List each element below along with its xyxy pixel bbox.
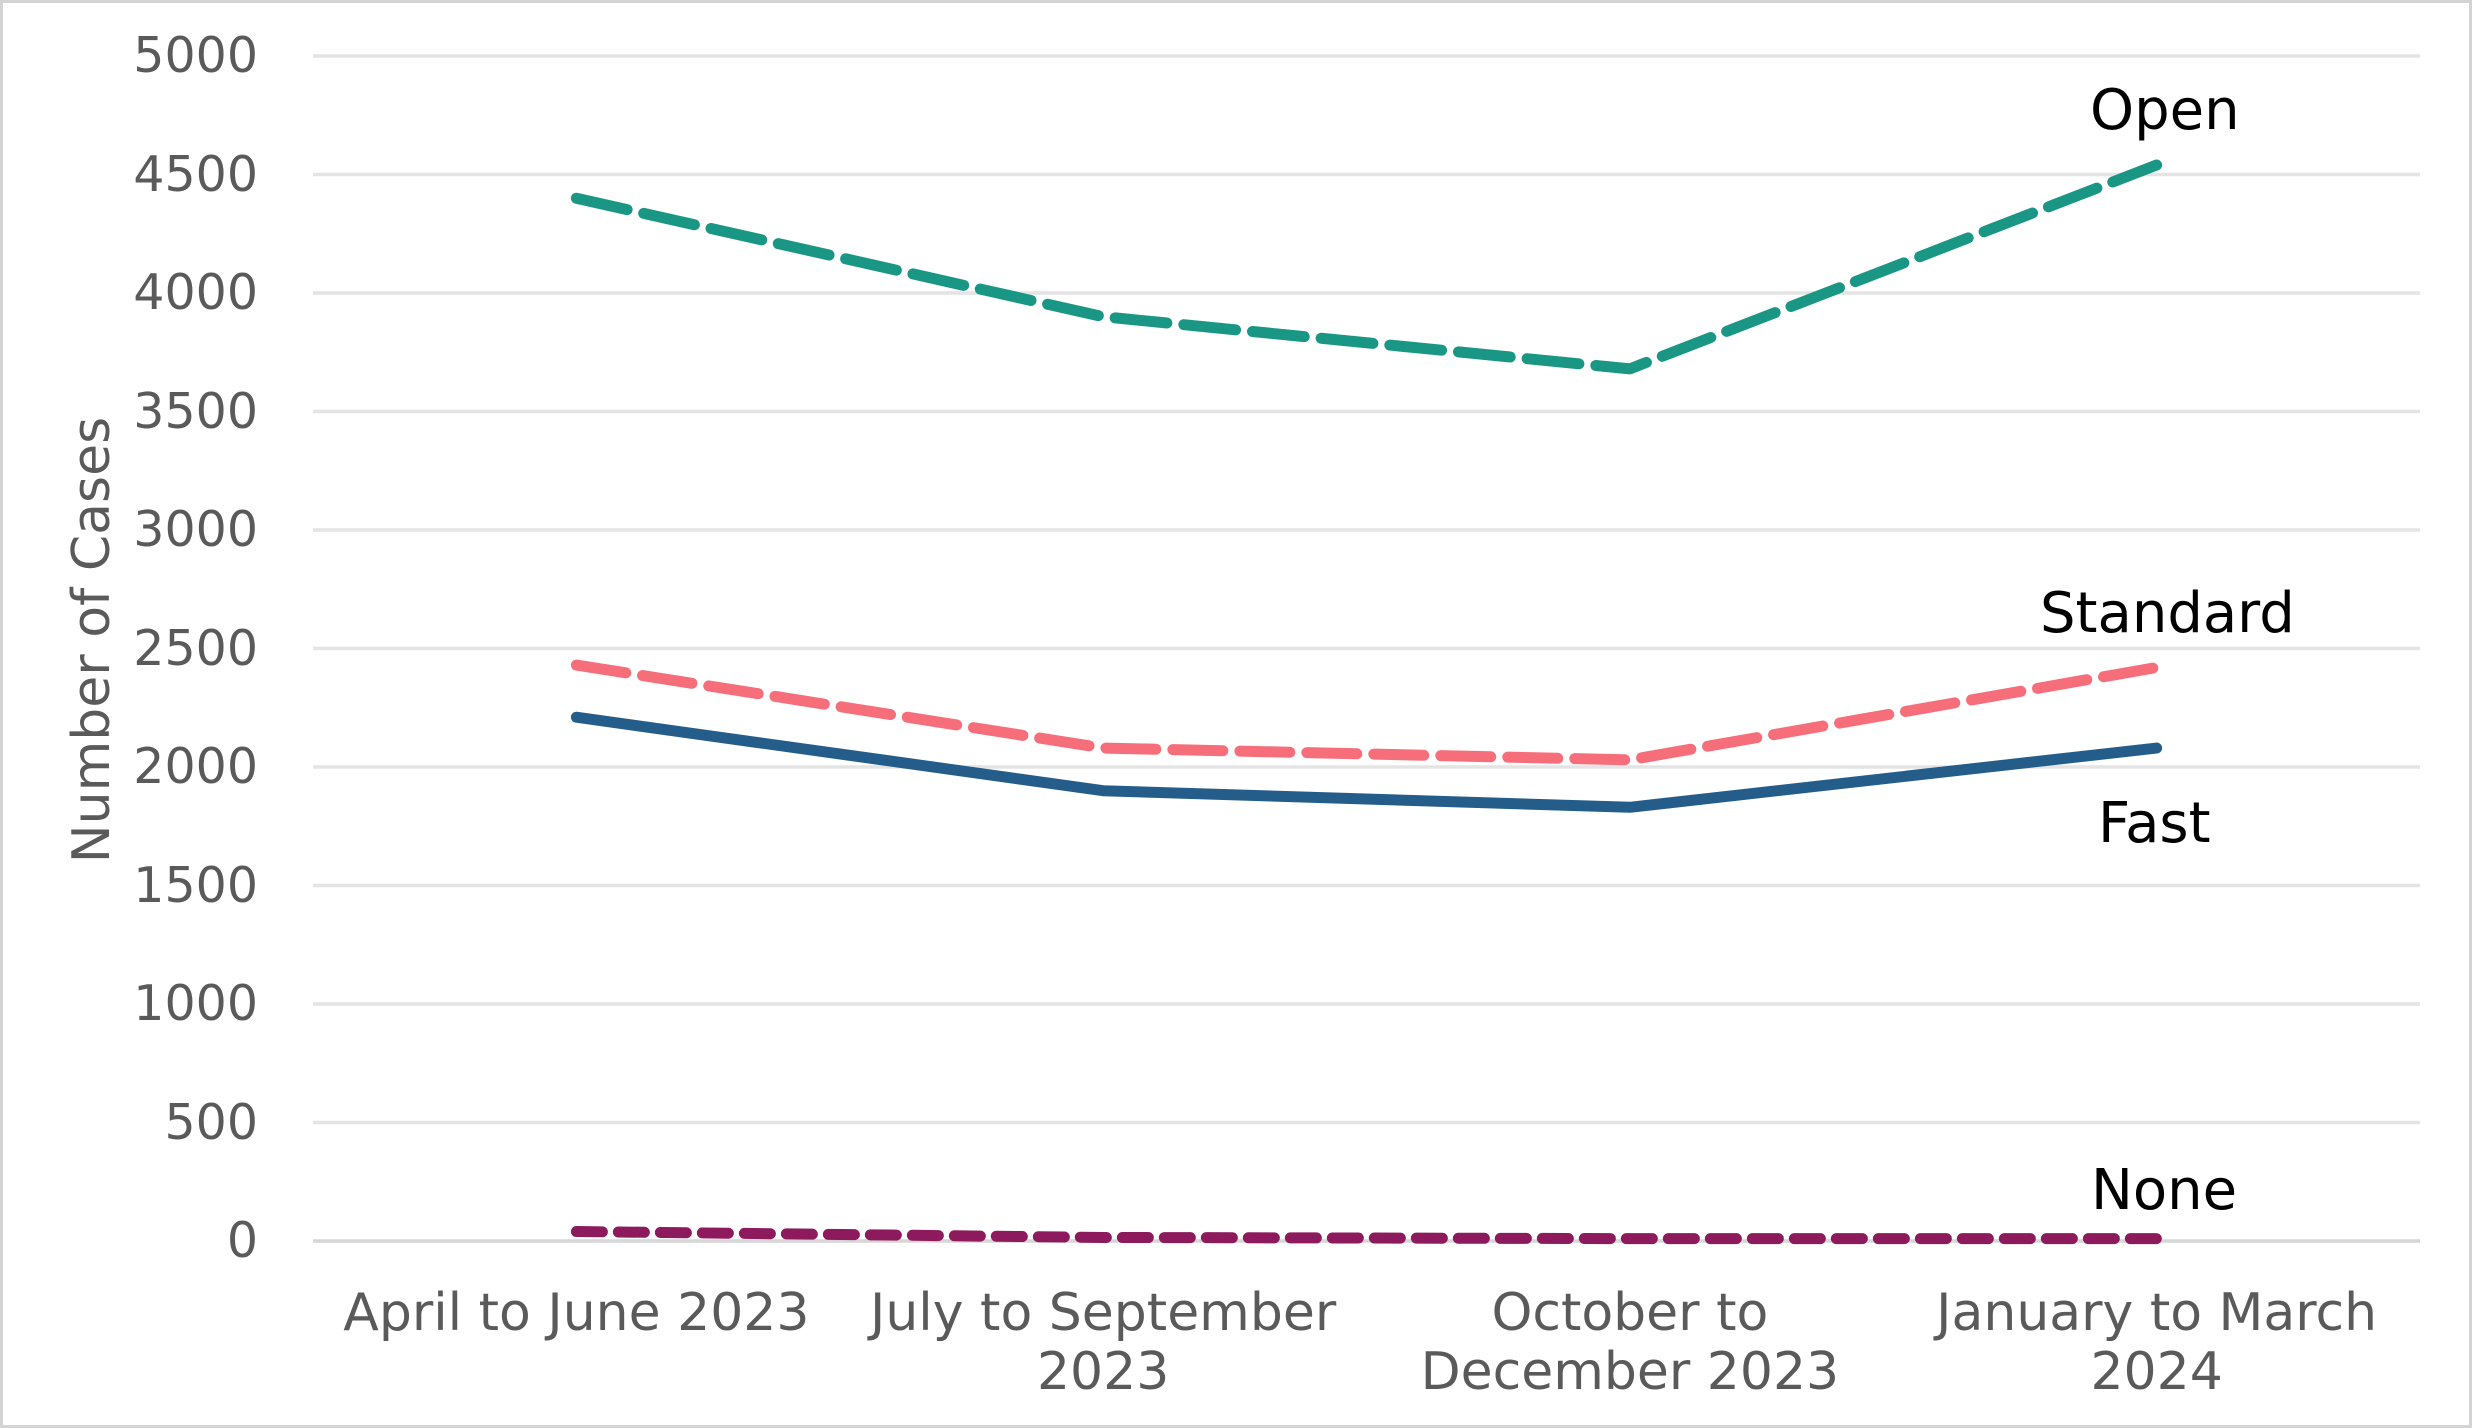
- x-axis-category-label: October to December 2023: [1420, 1283, 1840, 1402]
- y-axis-tick-label: 1000: [133, 975, 258, 1032]
- y-axis-tick-label: 4000: [133, 264, 258, 321]
- y-axis-tick-label: 3500: [133, 382, 258, 440]
- x-axis-category-label: January to March 2024: [1936, 1283, 2378, 1402]
- series-line-fast: [570, 711, 2163, 813]
- y-axis-tick-label: 2000: [133, 738, 258, 795]
- series-line-open: [570, 159, 2163, 375]
- y-axis-tick-label: 0: [226, 1212, 258, 1269]
- x-axis-category-label: April to June 2023: [343, 1283, 810, 1343]
- y-axis-tick-label: 500: [164, 1093, 258, 1151]
- gridlines: [313, 54, 2420, 1243]
- y-axis-tick-label: 4500: [133, 145, 258, 203]
- series-line-none: [570, 1226, 2163, 1245]
- x-axis-category-label: July to September 2023: [870, 1283, 1337, 1402]
- series-label-open: Open: [2090, 78, 2240, 143]
- y-axis-tick-label: 1500: [133, 856, 258, 914]
- y-axis-tick-label: 5000: [133, 27, 258, 84]
- y-axis-tick-label: 2500: [133, 619, 258, 677]
- series-label-none: None: [2091, 1158, 2238, 1223]
- series-line-standard: [570, 659, 2163, 766]
- series-label-fast: Fast: [2098, 791, 2211, 856]
- series-label-standard: Standard: [2040, 581, 2295, 646]
- y-axis-tick-label: 3000: [133, 501, 258, 558]
